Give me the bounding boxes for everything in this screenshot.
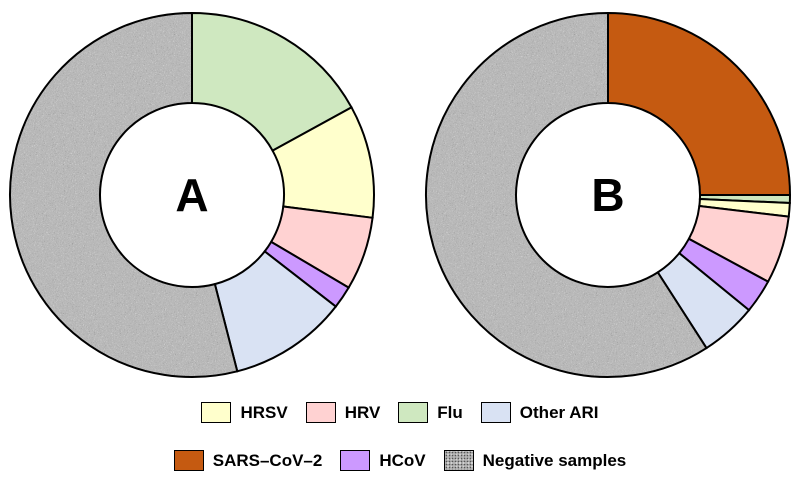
- legend-swatch-other-ari: [480, 402, 511, 423]
- legend-item-flu: Flu: [398, 402, 463, 423]
- donut-a: A: [9, 11, 375, 378]
- legend-swatch-hrsv: [201, 402, 232, 423]
- donut-label-b: B: [591, 169, 624, 221]
- legend-item-sars-cov-2: SARS–CoV–2: [173, 450, 323, 471]
- slice-a-negative-samples: [9, 11, 239, 378]
- legend-row-2: SARS–CoV–2 HCoV Negative samples: [0, 450, 800, 471]
- donut-b: B: [425, 11, 792, 378]
- legend-swatch-hrv: [305, 402, 336, 423]
- legend-row-1: HRSV HRV Flu Other ARI: [0, 402, 800, 423]
- slice-b-sars-cov-2: [607, 11, 792, 196]
- legend-label-other-ari: Other ARI: [519, 402, 599, 422]
- slice-a-flu: [191, 11, 353, 153]
- legend-item-other-ari: Other ARI: [480, 402, 599, 423]
- legend-item-hrsv: HRSV: [201, 402, 288, 423]
- legend-label-hrsv: HRSV: [240, 402, 288, 422]
- legend-label-negative-samples: Negative samples: [482, 450, 627, 470]
- legend-swatch-sars-cov-2: [173, 450, 204, 471]
- legend-label-sars-cov-2: SARS–CoV–2: [212, 450, 323, 470]
- legend-swatch-negative-samples: [443, 450, 474, 471]
- legend-item-hcov: HCoV: [340, 450, 426, 471]
- donut-label-a: A: [175, 169, 208, 221]
- slice-b-negative-samples: [425, 11, 708, 378]
- legend-swatch-hcov: [340, 450, 371, 471]
- legend-swatch-flu: [398, 402, 429, 423]
- legend-item-negative-samples: Negative samples: [443, 450, 627, 471]
- legend-label-hcov: HCoV: [379, 450, 426, 470]
- legend-label-hrv: HRV: [344, 402, 381, 422]
- legend-label-flu: Flu: [437, 402, 463, 422]
- legend-item-hrv: HRV: [305, 402, 381, 423]
- donut-charts: A B: [9, 11, 792, 378]
